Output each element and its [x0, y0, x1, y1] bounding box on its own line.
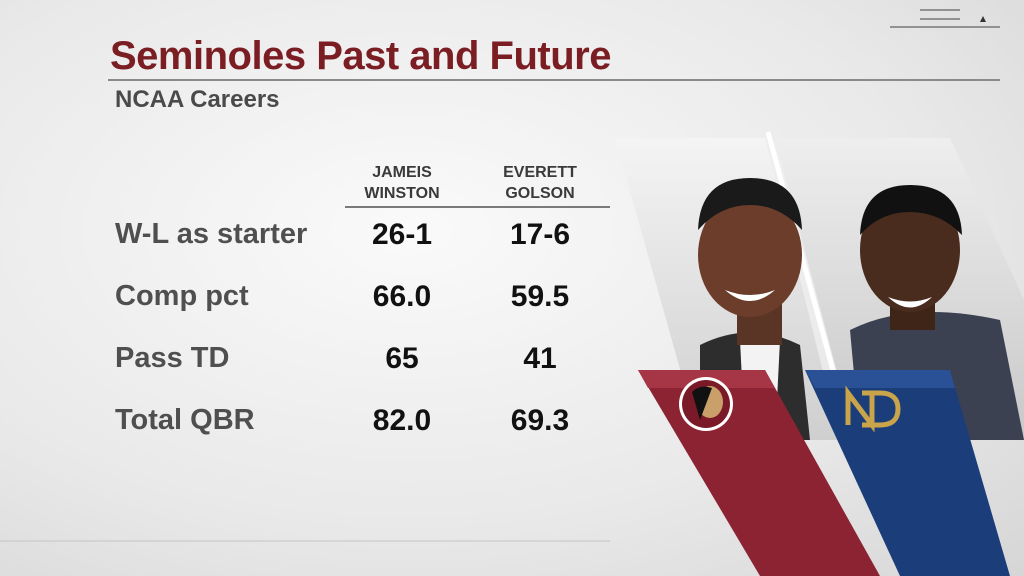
subtitle: NCAA Careers — [115, 86, 280, 113]
header-rule — [345, 206, 610, 208]
fsu-logo — [679, 377, 733, 431]
column-header: WINSTON — [364, 185, 440, 202]
row-label: W-L as starter — [115, 218, 308, 250]
player-photo — [850, 185, 1024, 440]
cell: 65 — [385, 342, 419, 375]
cell: 82.0 — [372, 404, 432, 437]
cell: 69.3 — [510, 404, 570, 437]
arrow-icon — [980, 16, 986, 22]
row-label: Pass TD — [115, 342, 230, 374]
row-label: Comp pct — [115, 280, 249, 312]
cell: 66.0 — [372, 280, 432, 313]
cell: 17-6 — [509, 218, 571, 251]
nd-strip — [805, 370, 1010, 576]
menu-icon — [890, 9, 1000, 28]
nd-strip-highlight — [805, 370, 955, 388]
cell: 41 — [523, 342, 557, 375]
row-label: Total QBR — [115, 404, 255, 436]
nd-logo — [845, 385, 901, 433]
column-header: JAMEIS — [372, 164, 432, 181]
title-rule — [108, 79, 1000, 81]
cell: 59.5 — [510, 280, 570, 313]
column-header: GOLSON — [505, 185, 575, 202]
title: Seminoles Past and Future — [110, 34, 611, 78]
column-header: EVERETT — [503, 164, 577, 181]
cell: 26-1 — [371, 218, 433, 251]
